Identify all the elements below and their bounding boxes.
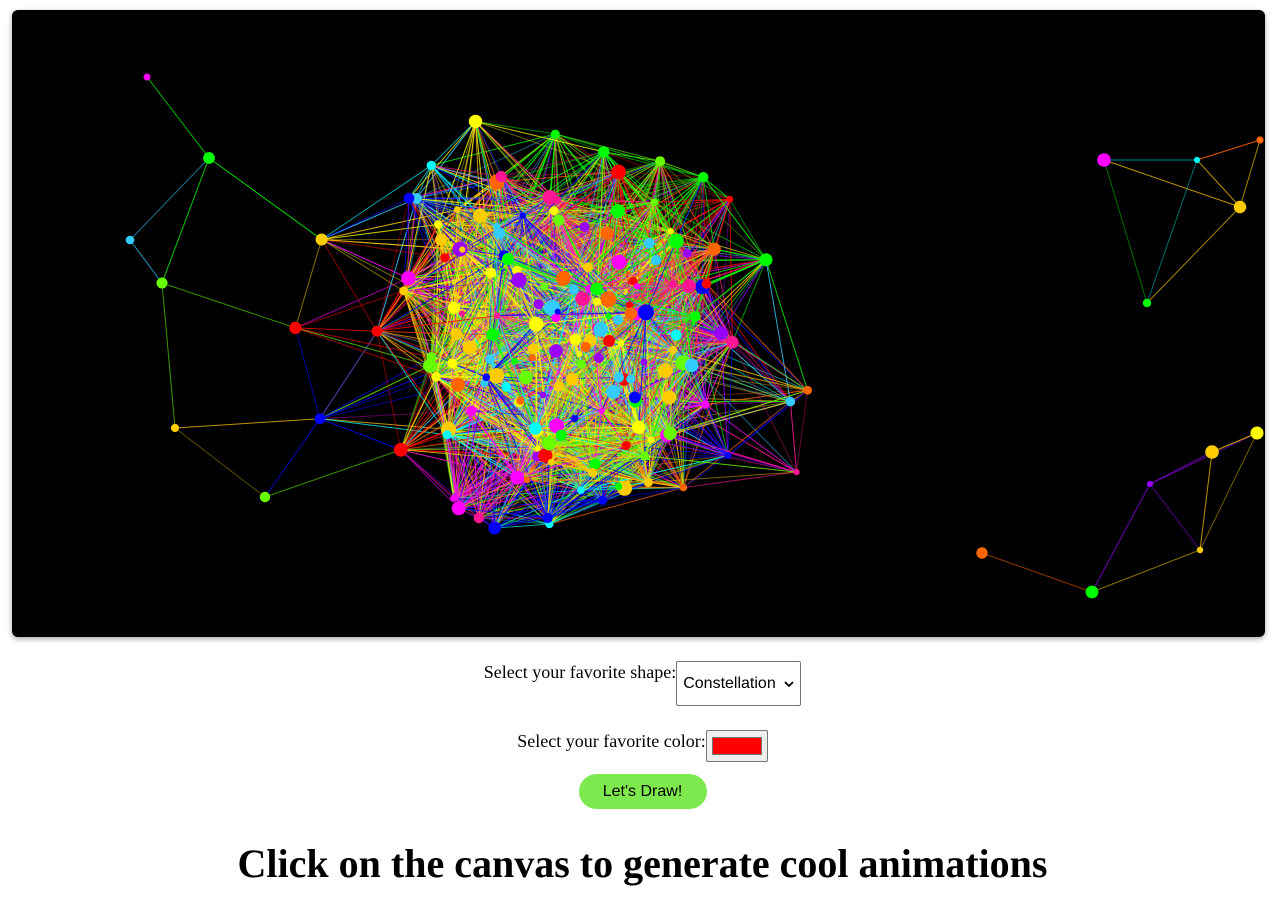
- connection-line: [295, 277, 409, 329]
- connection-line: [264, 418, 321, 498]
- connection-line: [319, 330, 378, 419]
- drawing-canvas[interactable]: [12, 10, 1265, 637]
- connection-line: [321, 197, 417, 240]
- connection-line: [668, 396, 797, 473]
- connection-line: [796, 390, 809, 473]
- connection-lines: [129, 76, 1261, 593]
- connection-line: [174, 418, 321, 429]
- connection-line: [321, 239, 409, 279]
- constellation-animation: [125, 73, 1264, 599]
- connection-line: [727, 342, 733, 456]
- connection-line: [294, 327, 321, 419]
- connection-line: [669, 389, 808, 398]
- connection-line: [416, 121, 476, 199]
- connection-line: [415, 165, 432, 199]
- connection-line: [475, 120, 556, 135]
